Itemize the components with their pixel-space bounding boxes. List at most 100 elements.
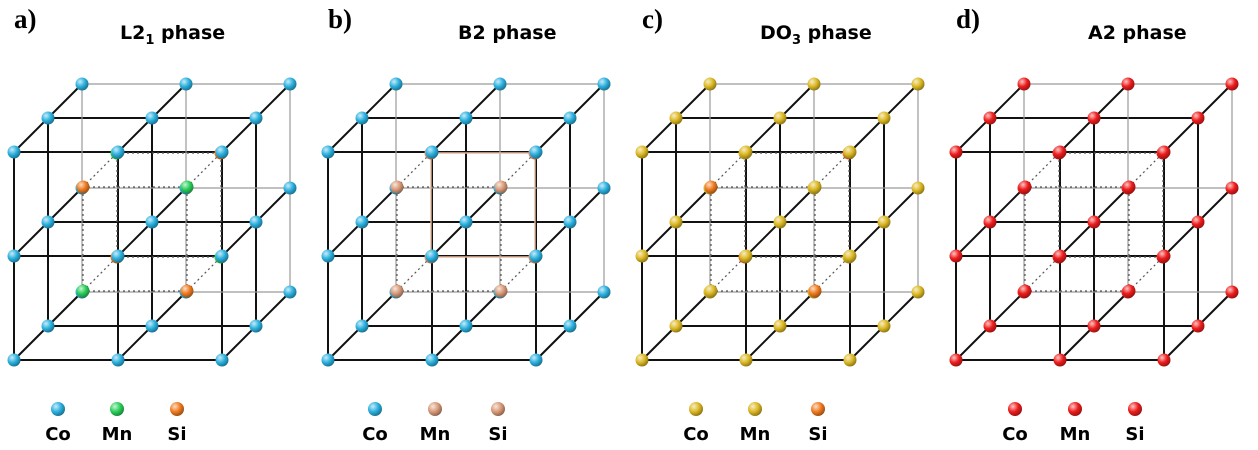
- lattice-edge: [82, 152, 118, 188]
- atom-face: [41, 111, 55, 125]
- lattice-edge: [1024, 152, 1060, 188]
- atom-inner-b: [808, 284, 822, 298]
- lattice-edge: [186, 256, 222, 292]
- lattice-edge: [814, 256, 850, 292]
- atom-face: [1191, 111, 1205, 125]
- atom-inner-a: [76, 284, 90, 298]
- atom-corner: [773, 319, 787, 333]
- atom-face: [1191, 319, 1205, 333]
- lattice-atoms: [7, 77, 297, 367]
- panel-a2-phase: d) A2 phase Co Mn Si: [942, 0, 1256, 450]
- atom-corner: [1191, 215, 1205, 229]
- atom-inner-b: [704, 180, 718, 194]
- panel-title: L21 phase: [120, 22, 226, 48]
- atom-inner-b: [494, 284, 508, 298]
- atom-face: [355, 111, 369, 125]
- lattice-edge: [500, 152, 536, 188]
- lattice-edge: [396, 152, 432, 188]
- atom-corner: [249, 215, 263, 229]
- panel-letter: d): [956, 4, 981, 34]
- atom-corner: [635, 353, 649, 367]
- atom-face: [355, 319, 369, 333]
- atom-inner-a: [1122, 180, 1136, 194]
- atom-face: [7, 249, 21, 263]
- panel-letter: a): [14, 4, 37, 34]
- legend-swatch-si: [811, 402, 825, 416]
- lattice-edge: [1128, 152, 1164, 188]
- atom-corner: [355, 215, 369, 229]
- legend-swatch-mn: [110, 402, 124, 416]
- atom-face: [1053, 353, 1067, 367]
- atom-corner: [41, 215, 55, 229]
- lattice-edge: [500, 256, 536, 292]
- legend-swatch-co: [1008, 402, 1022, 416]
- atom-corner: [563, 215, 577, 229]
- atom-inner-a: [180, 180, 194, 194]
- atom-corner: [459, 319, 473, 333]
- atom-face: [215, 249, 229, 263]
- atom-corner: [111, 249, 125, 263]
- atom-face: [179, 77, 193, 91]
- atom-corner: [1157, 353, 1171, 367]
- atom-corner: [283, 285, 297, 299]
- atom-inner-a: [1018, 284, 1032, 298]
- atom-corner: [145, 111, 159, 125]
- atom-face: [111, 145, 125, 159]
- atom-face: [843, 249, 857, 263]
- atom-face: [563, 111, 577, 125]
- crystal-lattice-diagram: [635, 77, 925, 416]
- atom-inner-b: [76, 180, 90, 194]
- legend-swatch-si: [170, 402, 184, 416]
- legend-label-si: Si: [808, 424, 828, 445]
- atom-face: [669, 319, 683, 333]
- panel-title: A2 phase: [1088, 22, 1187, 44]
- atom-face: [1157, 249, 1171, 263]
- legend-label-mn: Mn: [1059, 424, 1091, 445]
- legend-swatch-mn: [1068, 402, 1082, 416]
- atom-corner: [911, 77, 925, 91]
- legend-label-co: Co: [362, 424, 388, 445]
- atom-corner: [321, 353, 335, 367]
- atom-corner: [425, 249, 439, 263]
- panel-b2-phase: b) B2 phase Co Mn Si: [314, 0, 628, 450]
- legend-swatch-co: [368, 402, 382, 416]
- lattice-edge: [396, 256, 432, 292]
- atom-inner-b: [390, 180, 404, 194]
- atom-inner-a: [390, 284, 404, 298]
- atom-face: [1087, 215, 1101, 229]
- atom-corner: [635, 145, 649, 159]
- atom-corner: [773, 111, 787, 125]
- atom-face: [877, 111, 891, 125]
- atom-inner-b: [180, 284, 194, 298]
- atom-corner: [1087, 319, 1101, 333]
- atom-face: [493, 77, 507, 91]
- legend-label-mn: Mn: [419, 424, 451, 445]
- lattice-atoms: [321, 77, 611, 367]
- atom-face: [669, 111, 683, 125]
- legend-label-co: Co: [45, 424, 71, 445]
- atom-inner-a: [808, 180, 822, 194]
- atom-face: [529, 249, 543, 263]
- atom-corner: [75, 77, 89, 91]
- atom-face: [773, 215, 787, 229]
- lattice-atoms: [635, 77, 925, 367]
- atom-corner: [597, 285, 611, 299]
- legend-label-mn: Mn: [101, 424, 133, 445]
- crystal-lattice-diagram: [321, 77, 611, 416]
- lattice-edge: [1128, 256, 1164, 292]
- panel-letter: c): [642, 4, 663, 34]
- atom-corner: [1053, 249, 1067, 263]
- legend-swatch-co: [51, 402, 65, 416]
- atom-face: [459, 215, 473, 229]
- atom-corner: [983, 215, 997, 229]
- panel-title: B2 phase: [458, 22, 557, 44]
- atom-corner: [911, 285, 925, 299]
- atom-corner: [283, 77, 297, 91]
- atom-face: [911, 181, 925, 195]
- legend-label-co: Co: [683, 424, 709, 445]
- atom-face: [635, 249, 649, 263]
- crystal-lattice-diagram: [949, 77, 1239, 416]
- lattice-edge: [1024, 256, 1060, 292]
- atom-corner: [7, 145, 21, 159]
- lattice-edge: [710, 256, 746, 292]
